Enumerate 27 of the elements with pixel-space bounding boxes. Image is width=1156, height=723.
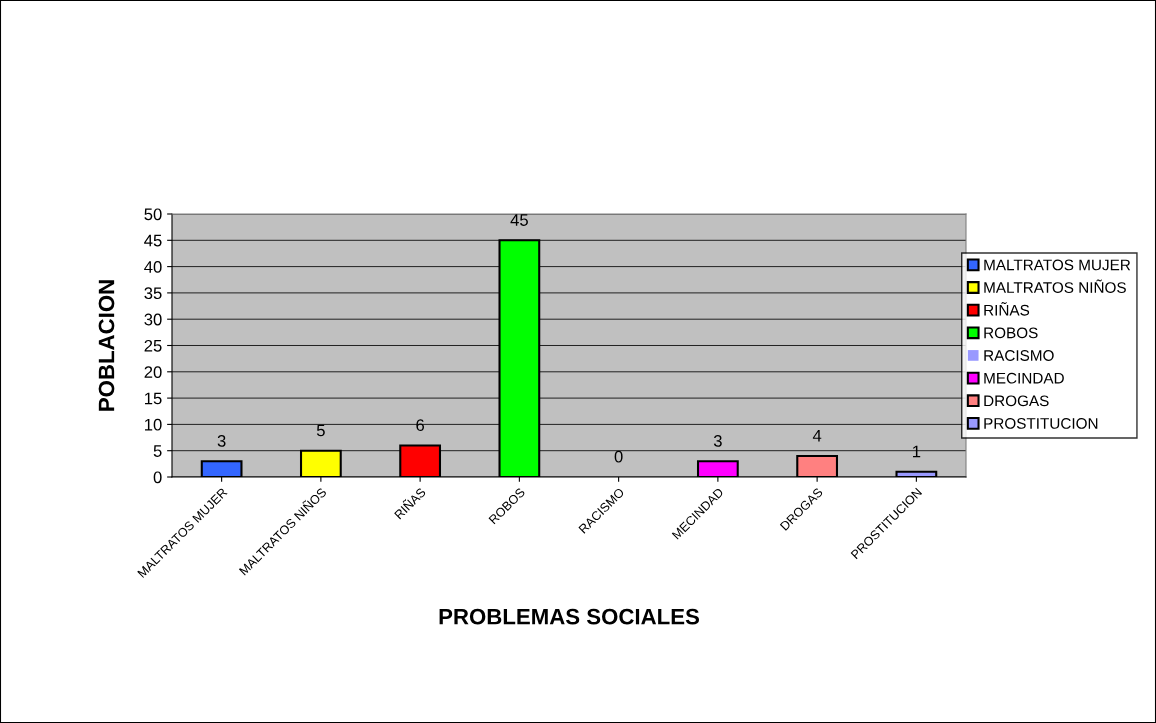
legend-label: MECINDAD (984, 372, 1064, 384)
legend-label: PROSTITUCION (984, 418, 1098, 429)
data-label: 4 (812, 429, 822, 442)
y-tick-label: 30 (144, 313, 162, 326)
y-tick-label: 0 (153, 471, 162, 484)
y-tick-label: 20 (144, 366, 162, 378)
y-tick-label: 35 (144, 287, 162, 300)
y-tick-label: 45 (144, 234, 162, 247)
y-tick-label: 15 (145, 392, 162, 405)
legend-label: ROBOS (984, 327, 1038, 339)
data-label: 3 (713, 435, 722, 447)
legend-label: DROGAS (984, 395, 1049, 407)
legend-label: RIÑAS (984, 302, 1030, 316)
y-tick-label: 25 (144, 339, 162, 352)
legend-label: MALTRATOS NIÑOS (984, 279, 1126, 293)
data-label: 5 (316, 424, 325, 437)
y-tick-label: 50 (144, 208, 162, 221)
x-axis-title: PROBLEMAS SOCIALES (439, 608, 700, 625)
legend-label: MALTRATOS MUJER (984, 259, 1131, 271)
legend-label: RACISMO (984, 350, 1054, 361)
data-label: 0 (614, 450, 623, 463)
y-tick-label: 40 (144, 261, 162, 273)
y-axis-title: POBLACION (98, 280, 115, 411)
data-label: 3 (217, 435, 226, 447)
data-label: 45 (510, 214, 528, 226)
y-tick-label: 5 (153, 445, 162, 457)
y-tick-label: 10 (145, 418, 162, 431)
